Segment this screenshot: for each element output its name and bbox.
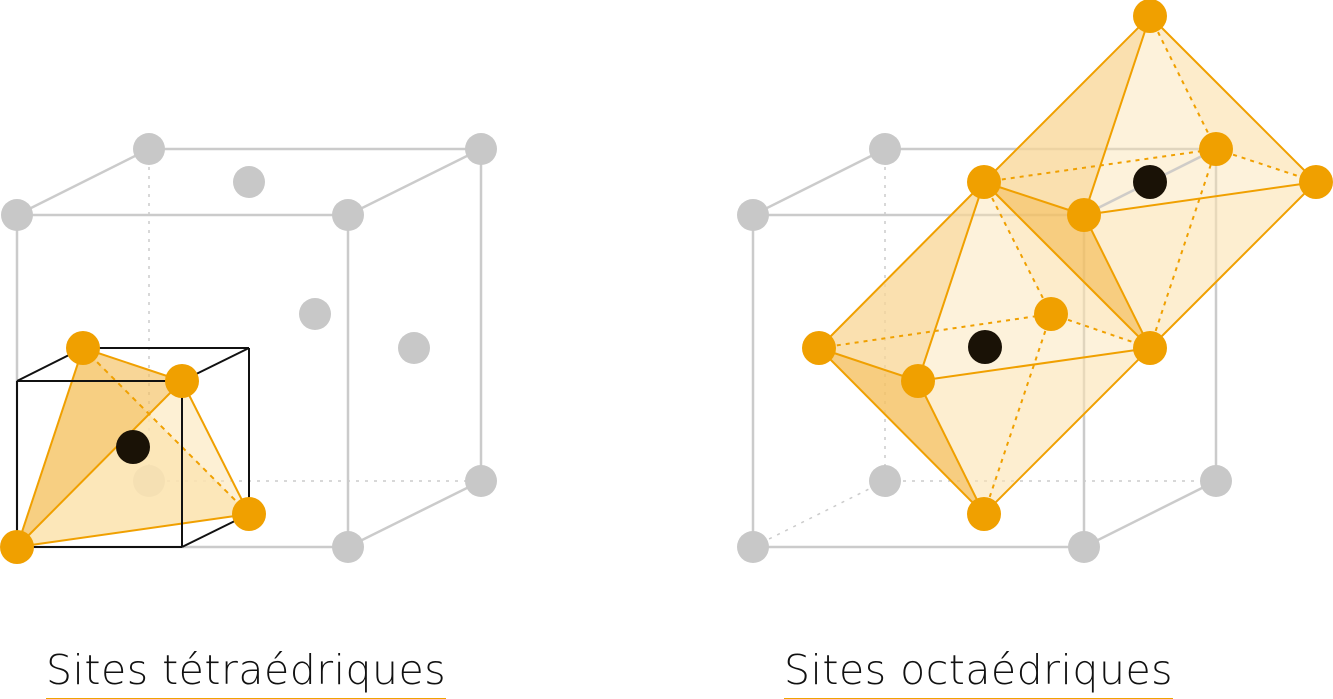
sub-cube bbox=[16, 347, 250, 548]
octahedral-site-atom-upper bbox=[1133, 165, 1167, 199]
octahedral-diagram bbox=[737, 0, 1333, 563]
octahedral-caption: Sites octaédriques bbox=[784, 646, 1174, 699]
tetrahedral-site-atom bbox=[116, 430, 150, 464]
tetrahedron-vertices bbox=[0, 331, 266, 564]
tetrahedral-diagram bbox=[0, 133, 497, 564]
octahedron-vertices bbox=[802, 0, 1333, 531]
octahedral-site-atom-lower bbox=[968, 330, 1002, 364]
lattice-atoms-left bbox=[1, 133, 497, 563]
lattice-atoms-right bbox=[737, 133, 1232, 563]
tetrahedral-caption: Sites tétraédriques bbox=[46, 646, 447, 699]
octahedron-upper bbox=[983, 15, 1317, 349]
